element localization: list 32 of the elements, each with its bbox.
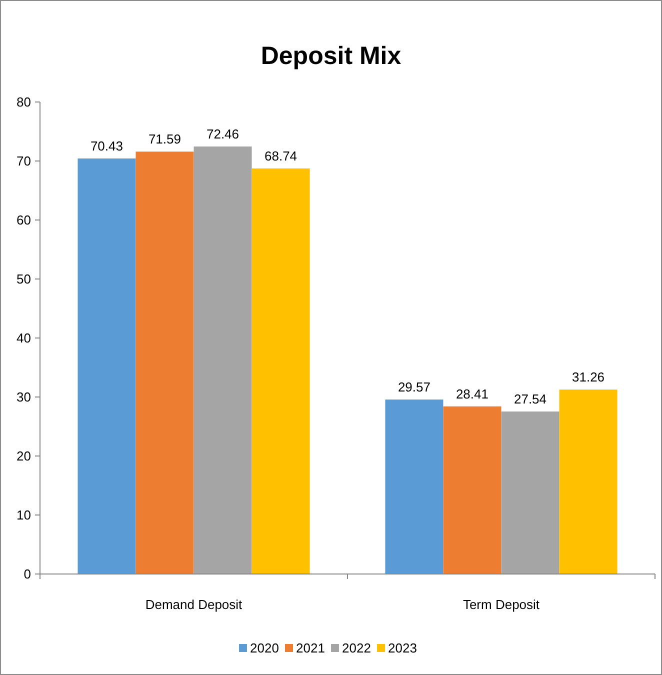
- chart-title: Deposit Mix: [260, 42, 402, 70]
- data-label: 68.74: [264, 148, 298, 164]
- x-tick-label: Term Deposit: [462, 597, 540, 612]
- bar: [194, 146, 252, 574]
- data-label: 28.41: [456, 386, 489, 402]
- bar: [252, 168, 310, 574]
- data-label: 29.57: [398, 380, 430, 395]
- bar: [443, 406, 502, 574]
- y-tick-label: 0: [24, 566, 31, 582]
- y-tick-label: 60: [16, 212, 31, 228]
- legend-label: 2021: [296, 640, 325, 656]
- y-tick-label: 50: [16, 272, 31, 287]
- data-label: 27.54: [514, 392, 547, 407]
- y-tick-label: 40: [16, 330, 31, 346]
- bar: [501, 412, 560, 574]
- y-tick-label: 20: [16, 448, 31, 464]
- y-tick-label: 70: [16, 154, 31, 169]
- y-tick-label: 10: [16, 508, 31, 523]
- legend-label: 2023: [388, 640, 417, 656]
- bar: [385, 400, 444, 574]
- legend-label: 2020: [250, 640, 279, 656]
- bar: [559, 390, 618, 574]
- data-label: 72.46: [206, 126, 240, 142]
- bar: [78, 158, 136, 574]
- bar: [136, 152, 194, 574]
- data-label: 70.43: [90, 138, 123, 154]
- x-tick-label: Demand Deposit: [145, 597, 243, 612]
- y-tick-label: 80: [16, 94, 31, 110]
- y-tick-label: 30: [16, 390, 31, 405]
- data-label: 71.59: [148, 132, 182, 147]
- data-label: 31.26: [572, 370, 605, 385]
- legend-label: 2022: [342, 640, 371, 656]
